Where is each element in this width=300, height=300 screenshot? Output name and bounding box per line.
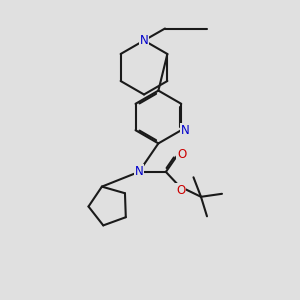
Text: N: N xyxy=(181,124,190,137)
Text: O: O xyxy=(176,184,185,197)
Text: N: N xyxy=(140,34,148,47)
Text: N: N xyxy=(134,165,143,178)
Text: O: O xyxy=(177,148,186,161)
